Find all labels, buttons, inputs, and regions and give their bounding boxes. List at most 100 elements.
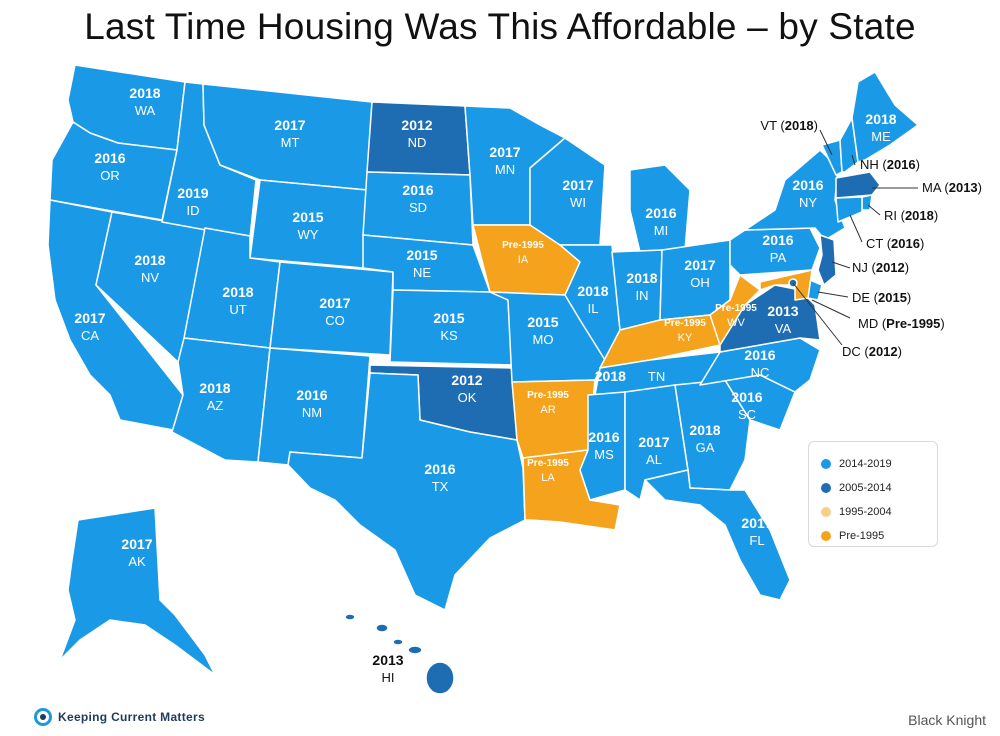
state-abbr-SC: SC [738,407,756,422]
state-year-NY: 2016 [792,177,823,193]
state-year-UT: 2018 [222,284,253,300]
state-year-NV: 2018 [134,252,165,268]
state-year-WY: 2015 [292,209,323,225]
state-abbr-SD: SD [409,200,427,215]
state-abbr-MO: MO [533,332,554,347]
legend-swatch-icon [821,531,831,541]
state-year-IA: Pre-1995 [502,240,544,251]
callout-label-DC: DC (2012) [842,344,902,359]
legend-swatch-icon [821,507,831,517]
legend-item: 2005-2014 [821,476,937,500]
state-abbr-IA: IA [518,254,529,266]
state-abbr-ID: ID [187,203,200,218]
callout-label-RI: RI (2018) [884,208,938,223]
state-year-AR: Pre-1995 [527,390,569,401]
state-year-FL: 2017 [741,515,772,531]
legend-item: Pre-1995 [821,524,937,548]
state-abbr-NV: NV [141,270,159,285]
state-abbr-AK: AK [128,554,146,569]
callout-label-MD: MD (Pre-1995) [858,316,945,331]
state-ME[interactable] [851,71,919,163]
state-abbr-NM: NM [302,405,322,420]
state-abbr-UT: UT [229,302,246,317]
state-abbr-AR: AR [540,404,555,416]
state-label-TN: 2018 TN [595,368,666,384]
callout-label-MA: MA (2013) [922,180,982,195]
state-abbr-IN: IN [636,288,649,303]
state-CT[interactable] [835,196,863,223]
state-year-AL: 2017 [638,434,669,450]
state-NJ[interactable] [817,234,837,286]
state-year-KY: Pre-1995 [664,318,706,329]
state-year-PA: 2016 [762,232,793,248]
state-MD[interactable] [759,269,813,301]
state-abbr-MN: MN [495,162,515,177]
state-abbr-KY: KY [678,332,693,344]
state-FL[interactable] [644,469,791,601]
state-year-MS: 2016 [588,429,619,445]
state-abbr-IL: IL [588,301,599,316]
state-year-CO: 2017 [319,295,350,311]
state-NC[interactable] [699,337,821,393]
state-abbr-NC: NC [751,365,770,380]
state-VA[interactable] [719,284,821,353]
state-abbr-OK: OK [458,390,477,405]
legend-label: 2005-2014 [839,482,892,494]
legend-item: 1995-2004 [821,500,937,524]
state-year-SD: 2016 [402,182,433,198]
state-year-NE: 2015 [406,247,437,263]
state-year-OH: 2017 [684,257,715,273]
brand-swirl-icon [34,708,52,726]
state-year-AK: 2017 [121,536,152,552]
brand-logo: Keeping Current Matters [34,708,205,726]
legend-item: 2014-2019 [821,452,937,476]
brand-name: Keeping Current Matters [58,710,205,724]
state-abbr-NY: NY [799,195,817,210]
state-abbr-HI: HI [382,670,395,685]
state-abbr-AL: AL [646,452,662,467]
state-abbr-VA: VA [775,321,792,336]
state-AK[interactable] [59,507,216,676]
state-year-WV: Pre-1995 [715,303,757,314]
state-MA[interactable] [835,171,881,199]
state-WI[interactable] [529,137,606,246]
state-abbr-KS: KS [440,328,458,343]
callout-label-NH: NH (2016) [860,157,920,172]
state-year-ID: 2019 [177,185,208,201]
callout-label-CT: CT (2016) [866,236,924,251]
state-year-WA: 2018 [129,85,160,101]
state-abbr-WI: WI [570,195,586,210]
legend-swatch-icon [821,459,831,469]
state-abbr-TX: TX [432,479,449,494]
state-year-ME: 2018 [865,111,896,127]
state-abbr-GA: GA [696,440,715,455]
state-year-MO: 2015 [527,314,558,330]
state-abbr-CA: CA [81,328,99,343]
state-year-CA: 2017 [74,310,105,326]
state-year-GA: 2018 [689,422,720,438]
state-TX[interactable] [287,372,526,611]
callout-label-DE: DE (2015) [852,290,911,305]
legend-label: 2014-2019 [839,458,892,470]
state-labels: 2018 WA 2016 OR 2017 CA 2018 NV 2019 ID 2017 MT 2015… [74,85,896,685]
state-year-AZ: 2018 [199,380,230,396]
state-RI[interactable] [861,194,873,211]
state-abbr-FL: FL [749,533,764,548]
state-abbr-CO: CO [325,313,345,328]
state-abbr-MT: MT [281,135,300,150]
state-abbr-LA: LA [541,472,555,484]
state-abbr-MI: MI [654,223,668,238]
state-year-IN: 2018 [626,270,657,286]
state-abbr-AZ: AZ [207,398,224,413]
state-year-MT: 2017 [274,117,305,133]
state-year-SC: 2016 [731,389,762,405]
state-year-VA: 2013 [767,303,798,319]
state-year-MI: 2016 [645,205,676,221]
state-abbr-OH: OH [690,275,710,290]
state-abbr-NE: NE [413,265,431,280]
state-HI[interactable] [344,613,455,695]
callout-label-NJ: NJ (2012) [852,260,909,275]
state-year-MN: 2017 [489,144,520,160]
legend-label: Pre-1995 [839,530,885,542]
